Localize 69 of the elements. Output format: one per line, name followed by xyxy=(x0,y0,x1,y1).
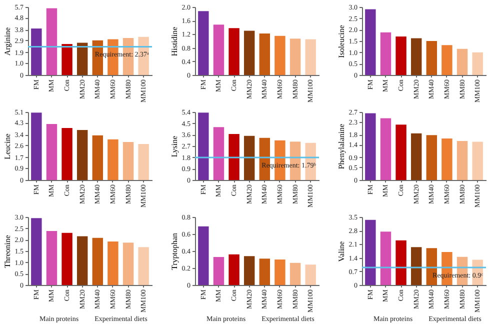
bar xyxy=(244,30,255,75)
bar xyxy=(442,138,452,180)
bar xyxy=(62,44,72,75)
bar xyxy=(213,127,224,180)
bar xyxy=(472,142,483,180)
bar xyxy=(213,24,224,75)
y-axis-title: Phenylalanine xyxy=(336,123,346,170)
bar xyxy=(31,112,42,180)
bar xyxy=(76,236,88,285)
bar xyxy=(92,238,104,285)
bar xyxy=(396,36,406,75)
bar xyxy=(426,135,438,180)
y-axis-title: Threonine xyxy=(2,234,12,268)
bar xyxy=(244,256,255,285)
y-axis-title: Tryptophan xyxy=(170,232,179,270)
bar xyxy=(365,9,376,75)
bar xyxy=(410,38,422,75)
bar xyxy=(46,231,58,285)
bar xyxy=(290,38,301,75)
bar xyxy=(365,113,376,180)
bar xyxy=(456,140,468,180)
bar xyxy=(426,41,438,75)
bar xyxy=(380,32,392,75)
bar xyxy=(92,135,104,180)
y-axis-title: Arginine xyxy=(2,26,12,56)
y-axis-title: Histidine xyxy=(170,26,179,56)
y-axis-title: Leucine xyxy=(2,133,12,160)
bar xyxy=(228,254,240,285)
bar xyxy=(198,112,209,180)
y-axis-title: Lysine xyxy=(170,135,179,158)
bar xyxy=(305,264,316,285)
bar xyxy=(456,48,468,75)
bar xyxy=(410,247,422,285)
bar xyxy=(198,226,209,285)
bar xyxy=(62,232,72,285)
bar xyxy=(108,139,118,180)
bar xyxy=(305,39,316,75)
bar xyxy=(46,8,58,75)
bar xyxy=(138,247,149,285)
bar xyxy=(213,256,224,285)
bar xyxy=(290,262,301,285)
bar xyxy=(472,52,483,75)
bar xyxy=(122,142,134,180)
bar xyxy=(31,218,42,285)
bar xyxy=(259,258,270,285)
bar xyxy=(76,42,88,75)
bar xyxy=(138,144,149,180)
bar xyxy=(228,134,240,180)
bar xyxy=(396,240,406,285)
bar xyxy=(31,28,42,75)
bar xyxy=(76,130,88,180)
bar xyxy=(365,220,376,285)
bar xyxy=(259,34,270,75)
y-axis-title: Isoleucine xyxy=(336,24,346,58)
bar xyxy=(442,45,452,75)
bar xyxy=(410,133,422,180)
y-axis-title: Valine xyxy=(336,240,346,262)
bar xyxy=(380,118,392,180)
bar xyxy=(62,128,72,180)
bar xyxy=(380,232,392,285)
bar xyxy=(198,11,209,75)
bar xyxy=(396,124,406,180)
bar xyxy=(108,241,118,285)
bar xyxy=(122,242,134,285)
bar xyxy=(46,124,58,180)
bar xyxy=(274,260,286,285)
bar xyxy=(274,36,286,75)
bar xyxy=(228,28,240,75)
bar xyxy=(244,136,255,180)
